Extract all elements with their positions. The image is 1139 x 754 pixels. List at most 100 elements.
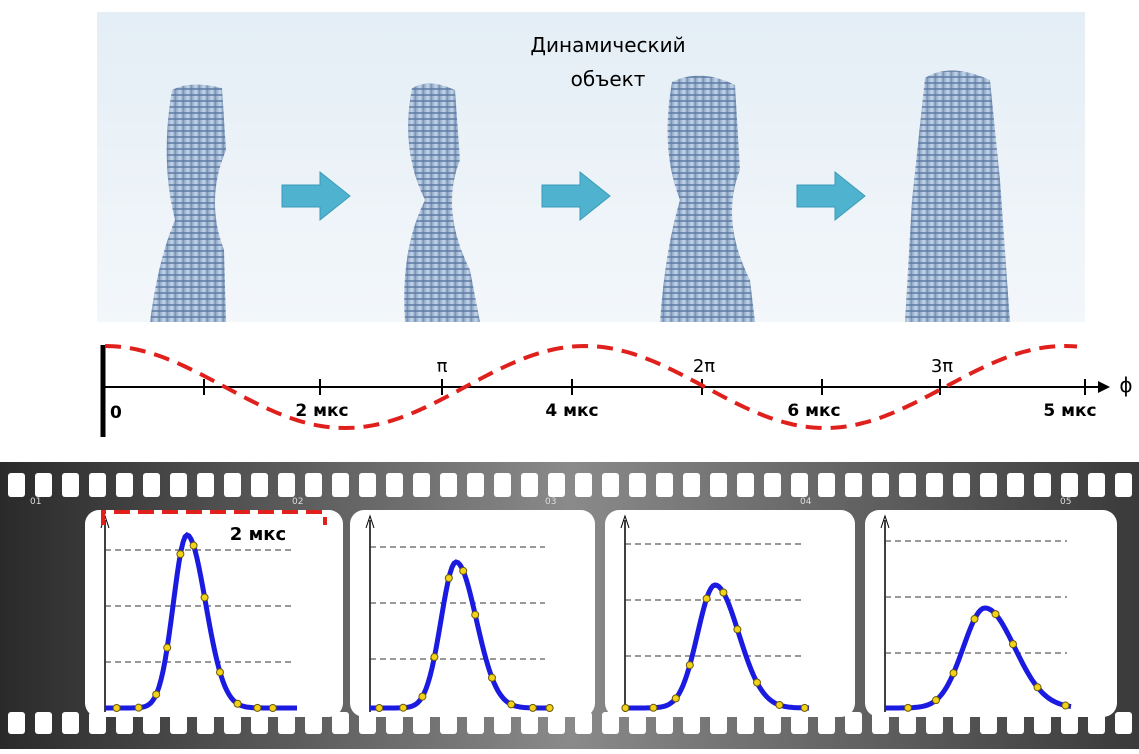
- hole: [737, 473, 754, 497]
- hole: [278, 473, 295, 497]
- hole: [656, 473, 673, 497]
- data-point: [650, 704, 657, 711]
- axis-label: 6 мкс: [787, 401, 840, 421]
- data-point: [153, 691, 160, 698]
- hole: [980, 473, 997, 497]
- hole: [845, 473, 862, 497]
- hole: [764, 473, 781, 497]
- data-point: [720, 589, 727, 596]
- frame-number: 02: [292, 497, 303, 507]
- data-point: [508, 701, 515, 708]
- data-point: [971, 616, 978, 623]
- hole: [1115, 712, 1132, 734]
- data-point: [933, 697, 940, 704]
- hole: [413, 473, 430, 497]
- hole: [467, 473, 484, 497]
- data-point: [431, 654, 438, 661]
- data-point: [400, 704, 407, 711]
- data-point: [234, 700, 241, 707]
- hole: [1034, 473, 1051, 497]
- data-point: [113, 704, 120, 711]
- frame-number: 03: [545, 497, 556, 507]
- axis-label: 0: [110, 403, 122, 423]
- frame-number: 05: [1060, 497, 1071, 507]
- hole: [386, 473, 403, 497]
- data-point: [419, 693, 426, 700]
- hole: [953, 473, 970, 497]
- hole: [575, 473, 592, 497]
- data-point: [950, 670, 957, 677]
- data-point: [269, 704, 276, 711]
- frame-number: 01: [30, 497, 41, 507]
- phase-label: 3π: [931, 356, 953, 377]
- data-point: [164, 644, 171, 651]
- hole: [251, 473, 268, 497]
- hole: [8, 712, 25, 734]
- data-point: [734, 626, 741, 633]
- hole: [683, 473, 700, 497]
- hole: [359, 473, 376, 497]
- hole: [305, 473, 322, 497]
- hole: [899, 473, 916, 497]
- data-point: [254, 704, 261, 711]
- data-point: [546, 704, 553, 711]
- hole: [1007, 473, 1024, 497]
- data-point: [754, 679, 761, 686]
- data-point: [529, 704, 536, 711]
- hole: [548, 473, 565, 497]
- hole: [62, 712, 79, 734]
- data-point: [201, 594, 208, 601]
- hole: [197, 473, 214, 497]
- data-point: [801, 704, 808, 711]
- frame: [85, 510, 343, 717]
- hole: [224, 473, 241, 497]
- data-point: [622, 704, 629, 711]
- data-point: [1034, 684, 1041, 691]
- title-line: объект: [571, 67, 646, 91]
- hole: [1115, 473, 1132, 497]
- axis-label: 2 мкс: [295, 401, 348, 421]
- title-line: Динамический: [530, 33, 685, 57]
- hole: [521, 473, 538, 497]
- width-label: 2 мкс: [230, 524, 286, 545]
- hole: [710, 473, 727, 497]
- frame-number: 04: [800, 497, 812, 507]
- hole: [170, 473, 187, 497]
- phase-label: π: [437, 356, 448, 377]
- hole: [926, 473, 943, 497]
- data-point: [217, 669, 224, 676]
- phi-label: ϕ: [1119, 373, 1132, 397]
- time-axis: [103, 345, 1110, 437]
- data-point: [135, 704, 142, 711]
- data-point: [190, 542, 197, 549]
- data-point: [177, 551, 184, 558]
- hole: [1088, 473, 1105, 497]
- hole: [35, 473, 52, 497]
- data-point: [905, 704, 912, 711]
- hole: [440, 473, 457, 497]
- hole: [791, 473, 808, 497]
- data-point: [672, 695, 679, 702]
- data-point: [1010, 641, 1017, 648]
- hole: [1061, 473, 1078, 497]
- data-point: [376, 704, 383, 711]
- data-point: [686, 662, 693, 669]
- data-point: [703, 595, 710, 602]
- hole: [872, 473, 889, 497]
- hole: [35, 712, 52, 734]
- data-point: [1062, 702, 1069, 709]
- hole: [629, 473, 646, 497]
- hole: [62, 473, 79, 497]
- hole: [494, 473, 511, 497]
- data-point: [472, 611, 479, 618]
- data-point: [489, 674, 496, 681]
- data-point: [992, 611, 999, 618]
- phase-label: 2π: [693, 356, 715, 377]
- hole: [818, 473, 835, 497]
- diagram: Динамический объект 0 2 мкс 4 мкс 6 мкс …: [0, 0, 1139, 749]
- data-point: [445, 575, 452, 582]
- axis-label: 5 мкс: [1043, 401, 1096, 421]
- data-point: [460, 567, 467, 574]
- data-point: [776, 701, 783, 708]
- hole: [332, 473, 349, 497]
